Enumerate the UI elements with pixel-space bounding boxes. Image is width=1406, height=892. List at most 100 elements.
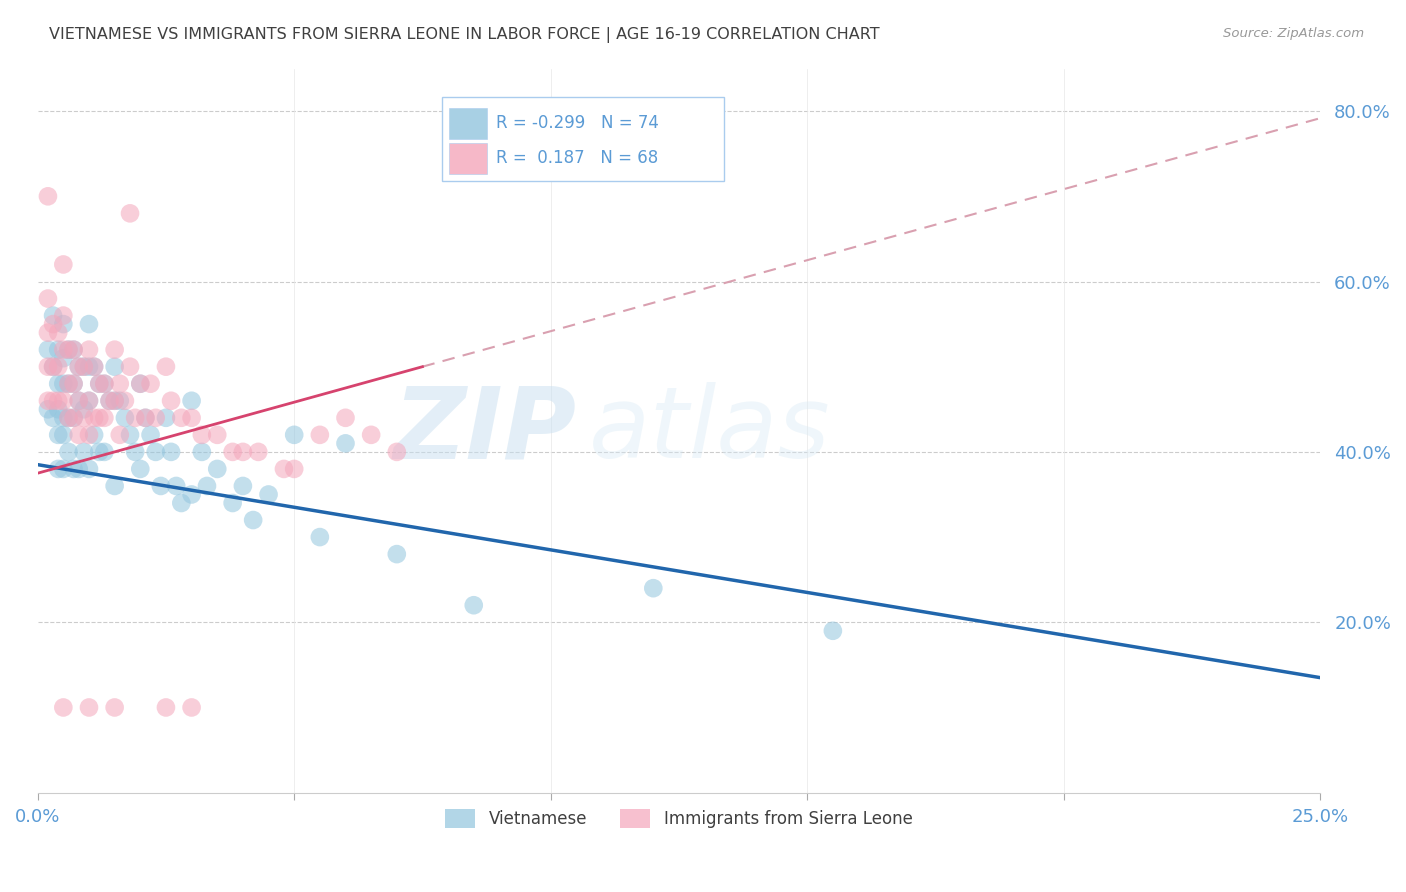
Point xyxy=(93,410,115,425)
Point xyxy=(77,317,100,331)
Point xyxy=(308,427,330,442)
Point xyxy=(160,445,183,459)
Point xyxy=(114,393,136,408)
Point xyxy=(73,359,96,374)
Point xyxy=(77,462,100,476)
Point xyxy=(37,292,59,306)
Point xyxy=(104,393,127,408)
Point xyxy=(232,445,254,459)
Point xyxy=(139,427,162,442)
Point xyxy=(207,427,229,442)
Point xyxy=(335,436,357,450)
Point xyxy=(58,376,80,391)
Point xyxy=(385,547,408,561)
Point xyxy=(42,317,65,331)
Point xyxy=(42,359,65,374)
Point xyxy=(221,496,243,510)
Point xyxy=(160,393,183,408)
Point xyxy=(207,462,229,476)
Point xyxy=(42,359,65,374)
Point xyxy=(73,402,96,417)
Point xyxy=(37,189,59,203)
Point xyxy=(93,445,115,459)
Point xyxy=(42,410,65,425)
Point xyxy=(257,487,280,501)
Point xyxy=(46,462,69,476)
Point xyxy=(108,393,131,408)
Point xyxy=(58,445,80,459)
Point xyxy=(46,343,69,357)
Point xyxy=(283,462,305,476)
Text: Source: ZipAtlas.com: Source: ZipAtlas.com xyxy=(1223,27,1364,40)
Point xyxy=(308,530,330,544)
Point xyxy=(385,445,408,459)
Point xyxy=(129,462,152,476)
Point xyxy=(273,462,295,476)
Point xyxy=(155,359,177,374)
Point xyxy=(37,343,59,357)
Point xyxy=(77,393,100,408)
Point xyxy=(73,410,96,425)
Point xyxy=(124,445,146,459)
FancyBboxPatch shape xyxy=(450,108,486,139)
Point xyxy=(62,343,84,357)
Point xyxy=(58,410,80,425)
Point xyxy=(335,410,357,425)
Text: VIETNAMESE VS IMMIGRANTS FROM SIERRA LEONE IN LABOR FORCE | AGE 16-19 CORRELATIO: VIETNAMESE VS IMMIGRANTS FROM SIERRA LEO… xyxy=(49,27,880,43)
Point xyxy=(149,479,172,493)
Point xyxy=(145,410,167,425)
Point xyxy=(52,376,75,391)
Point xyxy=(191,445,214,459)
Point xyxy=(77,700,100,714)
Point xyxy=(165,479,187,493)
Point xyxy=(98,393,121,408)
Point xyxy=(129,376,152,391)
Point xyxy=(52,351,75,366)
Point xyxy=(67,393,90,408)
Point xyxy=(360,427,382,442)
Point xyxy=(170,496,193,510)
Point xyxy=(118,206,141,220)
FancyBboxPatch shape xyxy=(441,97,724,181)
Point xyxy=(155,410,177,425)
Point xyxy=(62,410,84,425)
Point xyxy=(643,581,665,595)
Point xyxy=(46,393,69,408)
Point xyxy=(62,376,84,391)
Point xyxy=(283,427,305,442)
Point xyxy=(180,700,202,714)
Text: R =  0.187   N = 68: R = 0.187 N = 68 xyxy=(495,149,658,167)
Point xyxy=(46,402,69,417)
Point xyxy=(37,326,59,340)
Point xyxy=(195,479,218,493)
Text: atlas: atlas xyxy=(589,382,831,479)
Point xyxy=(104,359,127,374)
Point xyxy=(232,479,254,493)
Point xyxy=(191,427,214,442)
Point xyxy=(52,410,75,425)
Point xyxy=(46,427,69,442)
Point xyxy=(37,359,59,374)
Point xyxy=(73,359,96,374)
Point xyxy=(221,445,243,459)
Point xyxy=(42,393,65,408)
Point xyxy=(67,359,90,374)
Point xyxy=(89,376,111,391)
Point xyxy=(180,393,202,408)
Point xyxy=(52,462,75,476)
Point xyxy=(46,359,69,374)
Point xyxy=(104,393,127,408)
Text: ZIP: ZIP xyxy=(394,382,576,479)
Point xyxy=(129,376,152,391)
Point xyxy=(52,700,75,714)
Point xyxy=(46,326,69,340)
Legend: Vietnamese, Immigrants from Sierra Leone: Vietnamese, Immigrants from Sierra Leone xyxy=(439,803,920,835)
Point xyxy=(67,462,90,476)
Point xyxy=(77,343,100,357)
Point xyxy=(89,410,111,425)
Point xyxy=(37,402,59,417)
Point xyxy=(108,427,131,442)
Point xyxy=(58,343,80,357)
Point xyxy=(114,410,136,425)
Point xyxy=(155,700,177,714)
